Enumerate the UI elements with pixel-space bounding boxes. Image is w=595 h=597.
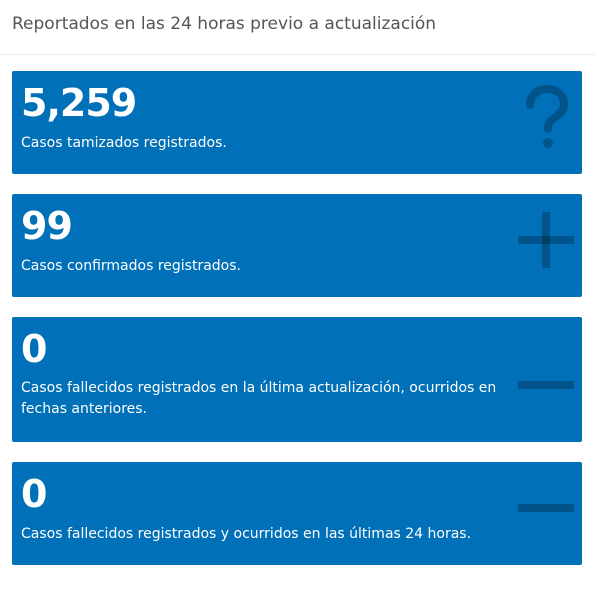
stat-description: Casos fallecidos registrados en la últim… [21,380,497,417]
question-icon [516,85,576,149]
stat-value: 0 [21,327,47,371]
section-title: Reportados en las 24 horas previo a actu… [12,14,437,34]
stat-description: Casos confirmados registrados. [21,258,241,274]
stat-card-screened: 5,259 Casos tamizados registrados. [12,71,582,174]
stat-value: 5,259 [21,81,137,125]
stat-card-confirmed: 99 Casos confirmados registrados. [12,194,582,297]
stat-value: 0 [21,472,47,516]
stat-card-deaths-24h: 0 Casos fallecidos registrados y ocurrid… [12,462,582,565]
minus-icon [516,353,576,417]
section-header: Reportados en las 24 horas previo a actu… [0,0,595,55]
stat-card-deaths-previous: 0 Casos fallecidos registrados en la últ… [12,317,582,442]
stat-description: Casos tamizados registrados. [21,135,227,151]
stat-description: Casos fallecidos registrados y ocurridos… [21,526,472,542]
plus-icon [516,208,576,272]
minus-icon [516,476,576,540]
stat-value: 99 [21,204,73,248]
